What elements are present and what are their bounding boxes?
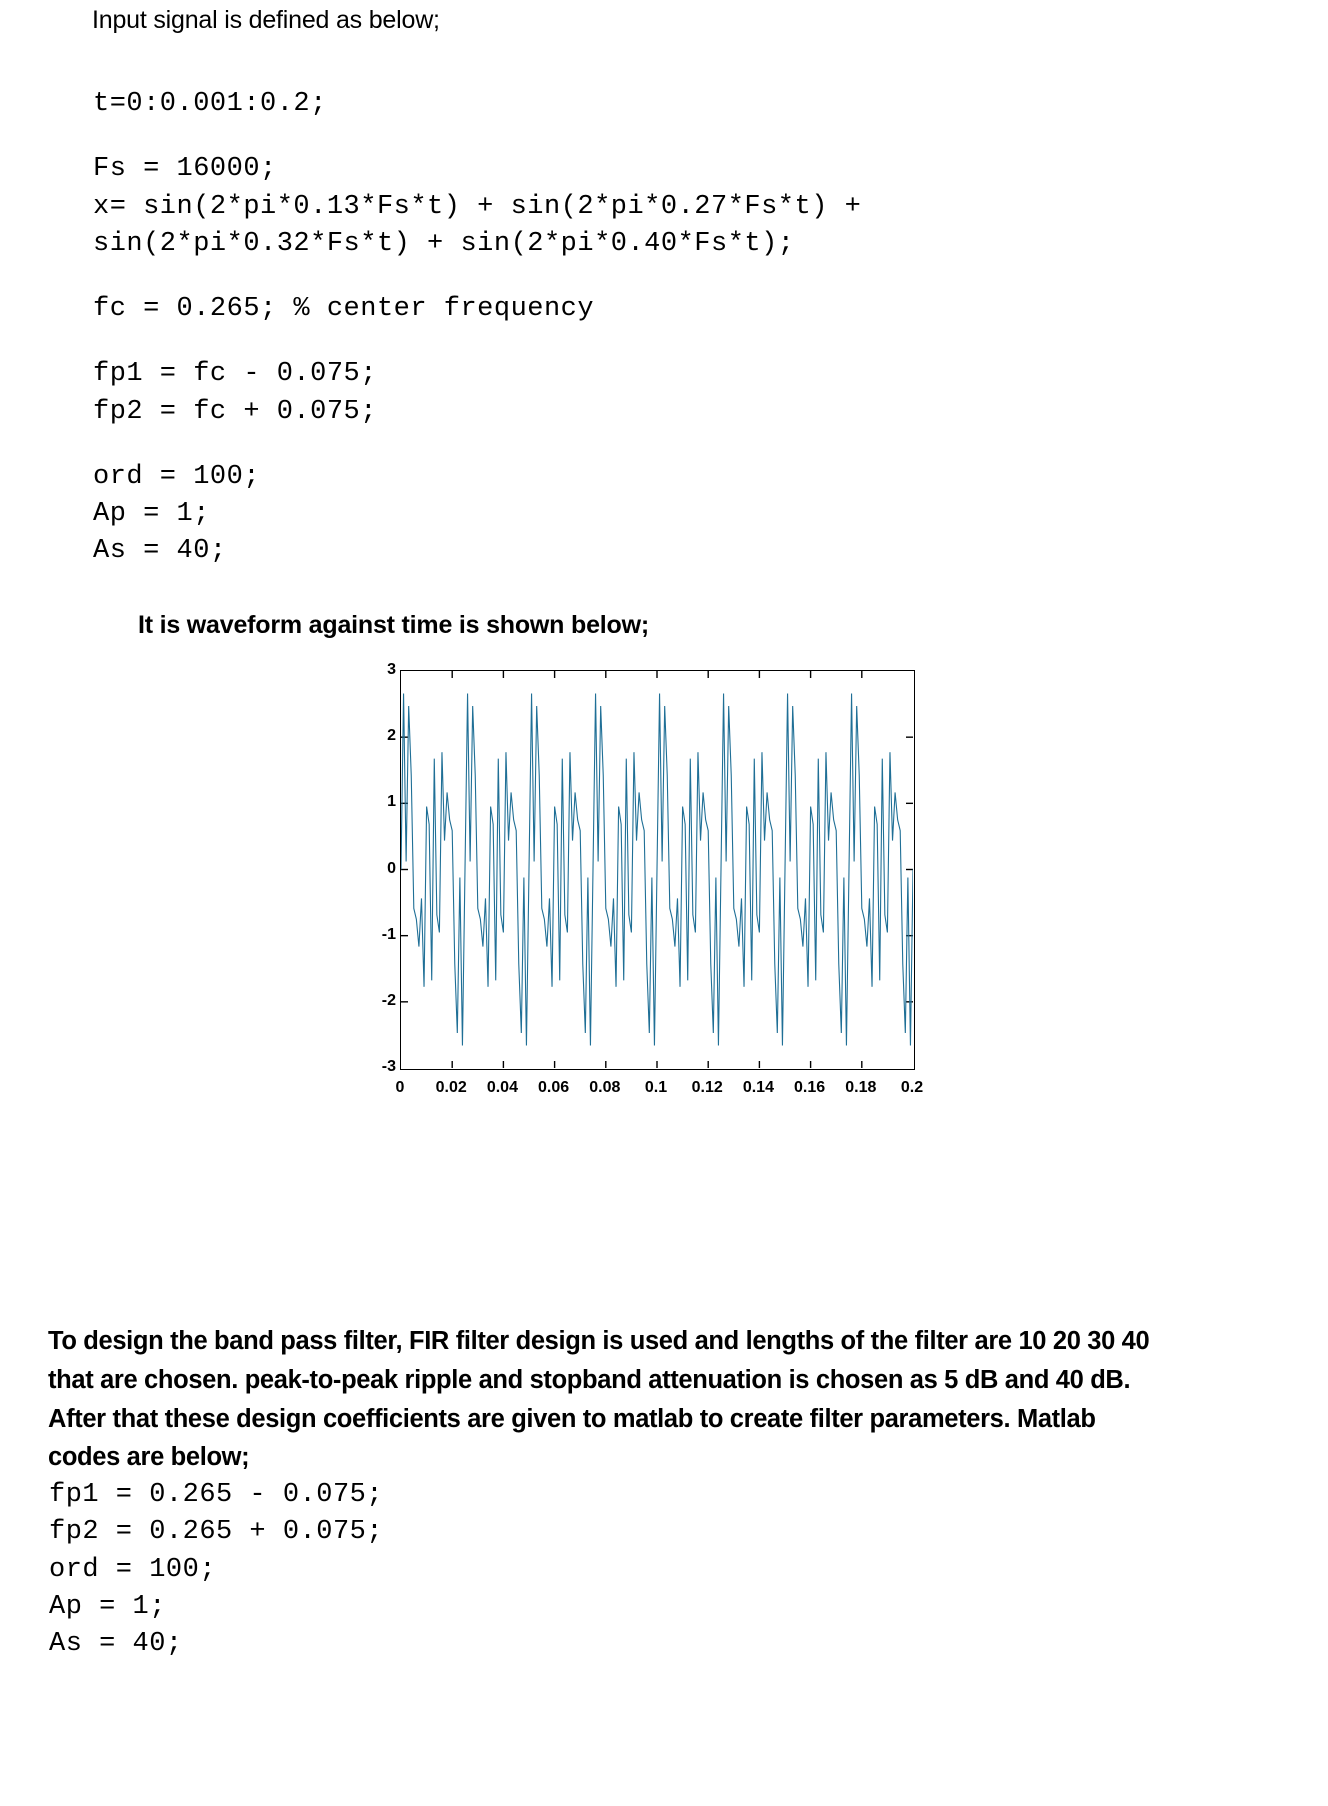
y-tick-label: -3 xyxy=(381,1058,396,1075)
code-block-signal-definition: t=0:0.001:0.2; Fs = 16000; x= sin(2*pi*0.1… xyxy=(93,86,861,571)
code-line: fp1 = 0.265 - 0.075; xyxy=(49,1480,384,1510)
x-tick-label: 0.1 xyxy=(644,1079,668,1096)
y-tick-label: 2 xyxy=(387,727,396,745)
waveform-caption: It is waveform against time is shown bel… xyxy=(138,611,649,639)
code-group: t=0:0.001:0.2; xyxy=(93,86,861,123)
code-line: ord = 100; xyxy=(49,1554,217,1585)
x-tick-label: 0.12 xyxy=(691,1079,723,1096)
y-tick-label: 0 xyxy=(387,859,396,877)
x-tick-label: 0.14 xyxy=(742,1079,774,1096)
top-tick-marks xyxy=(451,671,863,678)
x-tick-label: 0 xyxy=(395,1079,405,1096)
code-line: Fs = 16000; xyxy=(93,154,277,185)
x-tick-label: 0.16 xyxy=(794,1079,826,1096)
x-tick-label: 0.08 xyxy=(589,1079,621,1096)
code-line: Ap = 1; xyxy=(93,499,210,529)
x-tick-label: 0.04 xyxy=(486,1079,518,1096)
y-tick-label: 3 xyxy=(387,661,396,678)
waveform-figure: -3 -2 -1 0 1 2 3 0 0.02 0.04 0.06 0.08 0.1 0.12 0.14 0… xyxy=(378,660,938,1260)
bottom-tick-marks-inner xyxy=(451,1061,863,1068)
x-tick-label: 0.06 xyxy=(538,1079,570,1096)
y-tick-label: 1 xyxy=(387,793,396,811)
code-line: fp2 = fc + 0.075; xyxy=(93,396,377,427)
waveform-line-series xyxy=(401,671,913,1068)
x-tick-label: 0.02 xyxy=(435,1079,467,1096)
code-line: ord = 100; xyxy=(93,461,261,492)
code-line: As = 40; xyxy=(93,536,227,567)
y-tick-label: -1 xyxy=(381,925,396,943)
x-tick-label: 0.2 xyxy=(900,1079,924,1096)
code-line: t=0:0.001:0.2; xyxy=(93,89,327,119)
code-line: sin(2*pi*0.32*Fs*t) + sin(2*pi*0.40*Fs*t… xyxy=(93,228,795,259)
code-group: Fs = 16000; x= sin(2*pi*0.13*Fs*t) + sin(… xyxy=(93,151,861,263)
code-line: Ap = 1; xyxy=(49,1591,166,1622)
code-line: As = 40; xyxy=(49,1629,183,1659)
code-group: ord = 100; Ap = 1; As = 40; xyxy=(93,459,861,571)
code-group: fp1 = 0.265 - 0.075; fp2 = 0.265 + 0.075;… xyxy=(49,1477,383,1663)
y-tick-label: -2 xyxy=(381,991,396,1009)
x-tick-label: 0.18 xyxy=(845,1079,877,1096)
code-block-filter-parameters: fp1 = 0.265 - 0.075; fp2 = 0.265 + 0.075;… xyxy=(49,1477,383,1663)
body-paragraph: To design the band pass filter, FIR filt… xyxy=(48,1327,1150,1472)
intro-line: Input signal is defined as below; xyxy=(92,6,440,34)
code-line: x= sin(2*pi*0.13*Fs*t) + sin(2*pi*0.27*F… xyxy=(93,191,862,222)
code-line: fp2 = 0.265 + 0.075; xyxy=(49,1517,384,1548)
code-group: fp1 = fc - 0.075; fp2 = fc + 0.075; xyxy=(93,356,861,431)
plot-area xyxy=(400,670,915,1070)
signal-path xyxy=(401,693,913,1046)
code-line: fc = 0.265; % center frequency xyxy=(93,294,595,324)
code-group: fc = 0.265; % center frequency xyxy=(93,291,861,328)
code-line: fp1 = fc - 0.075; xyxy=(93,359,377,390)
